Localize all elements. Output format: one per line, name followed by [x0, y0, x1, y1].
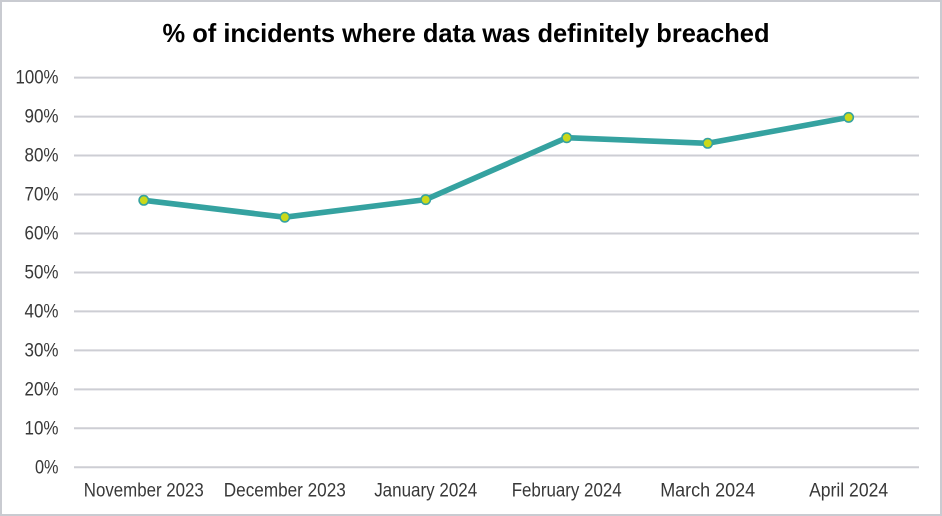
- svg-text:February 2024: February 2024: [512, 481, 622, 502]
- svg-text:November 2023: November 2023: [84, 481, 204, 502]
- svg-text:50%: 50%: [25, 263, 59, 284]
- svg-text:March 2024: March 2024: [660, 481, 755, 502]
- svg-text:January 2024: January 2024: [374, 481, 477, 502]
- svg-text:60%: 60%: [25, 224, 59, 245]
- svg-text:100%: 100%: [16, 68, 59, 89]
- svg-text:0%: 0%: [35, 457, 59, 478]
- svg-text:40%: 40%: [25, 302, 59, 323]
- svg-text:April 2024: April 2024: [809, 481, 888, 502]
- svg-text:90%: 90%: [25, 107, 59, 128]
- svg-text:20%: 20%: [25, 380, 59, 401]
- svg-text:December 2023: December 2023: [224, 481, 346, 502]
- svg-text:70%: 70%: [25, 185, 59, 206]
- svg-text:% of incidents where data was: % of incidents where data was definitely…: [163, 18, 770, 48]
- svg-text:80%: 80%: [25, 146, 59, 167]
- svg-text:30%: 30%: [25, 341, 59, 362]
- svg-text:10%: 10%: [25, 418, 59, 439]
